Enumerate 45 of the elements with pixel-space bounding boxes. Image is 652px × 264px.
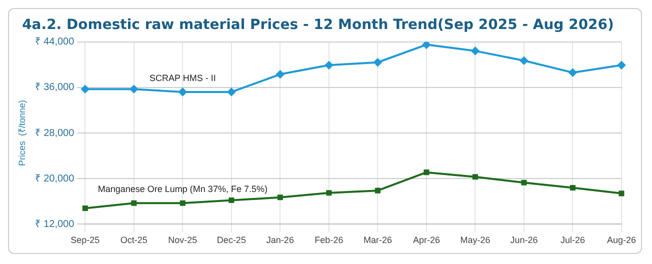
point xyxy=(130,85,138,94)
point xyxy=(131,200,137,206)
x-tick-label: Aug-26 xyxy=(606,235,636,246)
point xyxy=(324,61,333,70)
y-tick-label: ₹ 44,000 xyxy=(34,36,75,48)
point xyxy=(422,42,430,49)
chart-title: 4a.2. Domestic raw material Prices - 12 Month Trend(Sep 2025 - Aug 2026) xyxy=(22,17,614,34)
x-tick-label: May-26 xyxy=(460,235,490,246)
point xyxy=(374,58,382,66)
x-tick-label: Jul-26 xyxy=(560,235,585,246)
x-tick-label: Oct-25 xyxy=(120,235,148,246)
x-tick-label: Jan-26 xyxy=(266,235,294,246)
x-tick-label: Nov-25 xyxy=(168,235,198,246)
point xyxy=(277,194,283,200)
point xyxy=(276,70,284,78)
point xyxy=(178,88,187,96)
y-tick-label: ₹ 12,000 xyxy=(34,218,75,230)
y-axis-title: Prices (₹/tonne) xyxy=(16,100,27,166)
point xyxy=(326,190,332,196)
point xyxy=(180,200,186,206)
series-label: SCRAP HMS - II xyxy=(150,73,216,84)
point xyxy=(521,180,527,186)
x-tick-label: Mar-26 xyxy=(363,235,392,246)
point xyxy=(618,190,624,196)
y-tick-label: ₹ 28,000 xyxy=(34,128,75,139)
point xyxy=(81,85,90,94)
y-tick-label: ₹ 20,000 xyxy=(34,173,75,184)
series-label: Manganese Ore Lump (Mn 37%, Fe 7.5%) xyxy=(98,184,268,194)
x-tick-label: Dec-25 xyxy=(216,235,246,246)
point xyxy=(424,170,430,176)
point xyxy=(570,184,576,190)
point xyxy=(520,56,528,65)
point xyxy=(472,174,478,180)
y-tick-label: ₹ 36,000 xyxy=(34,82,75,94)
x-tick-label: Apr-26 xyxy=(412,235,440,246)
x-tick-label: Feb-26 xyxy=(314,235,344,246)
point xyxy=(568,68,577,77)
x-tick-label: Jun-26 xyxy=(510,235,538,246)
point xyxy=(227,88,236,96)
point xyxy=(374,188,380,194)
point xyxy=(471,46,480,55)
point xyxy=(228,197,234,204)
x-tick-label: Sep-25 xyxy=(70,235,100,246)
point xyxy=(617,61,626,70)
point xyxy=(82,205,88,212)
